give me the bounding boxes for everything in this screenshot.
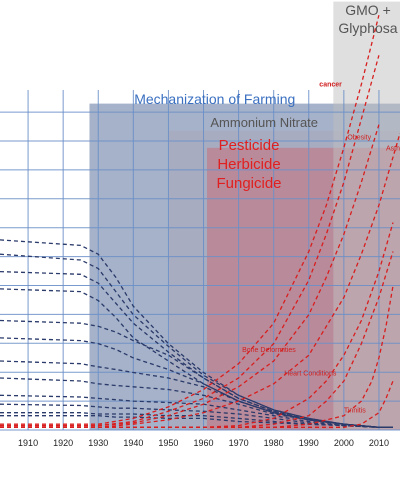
era-band-label-2: Ammonium Nitrate — [210, 115, 318, 130]
era-band-label-3: Pesticide — [219, 137, 280, 154]
rising-series-label-3: Obesity — [347, 134, 371, 141]
rising-series-line-2 — [0, 55, 380, 427]
declining-series-line-1 — [0, 239, 393, 428]
rising-series-label-5: Bone Deformities — [242, 347, 296, 354]
era-band-label-3: Fungicide — [216, 175, 281, 192]
x-tick-label: 1960 — [193, 438, 213, 448]
rising-series-line-3 — [0, 124, 380, 427]
rising-series-line-4 — [0, 133, 400, 428]
x-tick-label: 1980 — [264, 438, 284, 448]
x-tick-label: 1910 — [18, 438, 38, 448]
x-tick-label: 2000 — [334, 438, 354, 448]
grid — [0, 90, 400, 431]
rising-series — [0, 15, 400, 428]
x-tick-label: 2010 — [369, 438, 389, 448]
x-tick-label: 1990 — [299, 438, 319, 448]
declining-series-line-4 — [0, 288, 393, 428]
declining-series-line-8 — [0, 377, 393, 428]
x-tick-label: 1920 — [53, 438, 73, 448]
rising-series-line-1 — [0, 15, 380, 425]
x-axis-tick-labels: 1910 1920 1930 1940 1950 1960 1970 1980 1990 2000… — [18, 438, 389, 448]
era-bands — [89, 1, 400, 431]
declining-series-line-12 — [0, 415, 393, 428]
era-band-label-4: GMO + — [345, 2, 391, 18]
x-tick-label: 1930 — [88, 438, 108, 448]
declining-series — [0, 239, 393, 428]
x-tick-label: 1970 — [229, 438, 249, 448]
rising-series-line-8 — [0, 380, 394, 428]
era-band-labels: Mechanization of Farming Ammonium Nitrate… — [134, 2, 398, 192]
era-band-label-4: Glyphosa — [338, 20, 397, 36]
era-band-4 — [333, 1, 400, 430]
rising-series-line-7 — [0, 285, 394, 428]
rising-series-labels: cancer Obesity Asthma Bone Deformities Heart… — [242, 82, 400, 415]
rising-series-label-1: cancer — [319, 82, 342, 89]
rising-series-label-4: Asthma — [386, 146, 400, 153]
rising-series-line-5 — [0, 222, 394, 428]
x-tick-label: 1950 — [158, 438, 178, 448]
rising-series-label-6: Heart Conditions — [284, 370, 337, 377]
x-tick-label: 1940 — [123, 438, 143, 448]
era-band-label-1: Mechanization of Farming — [134, 91, 295, 107]
declining-series-line-7 — [0, 360, 393, 428]
rising-series-label-8: Tinnitis — [344, 408, 366, 415]
era-band-label-3: Herbicide — [217, 156, 280, 173]
